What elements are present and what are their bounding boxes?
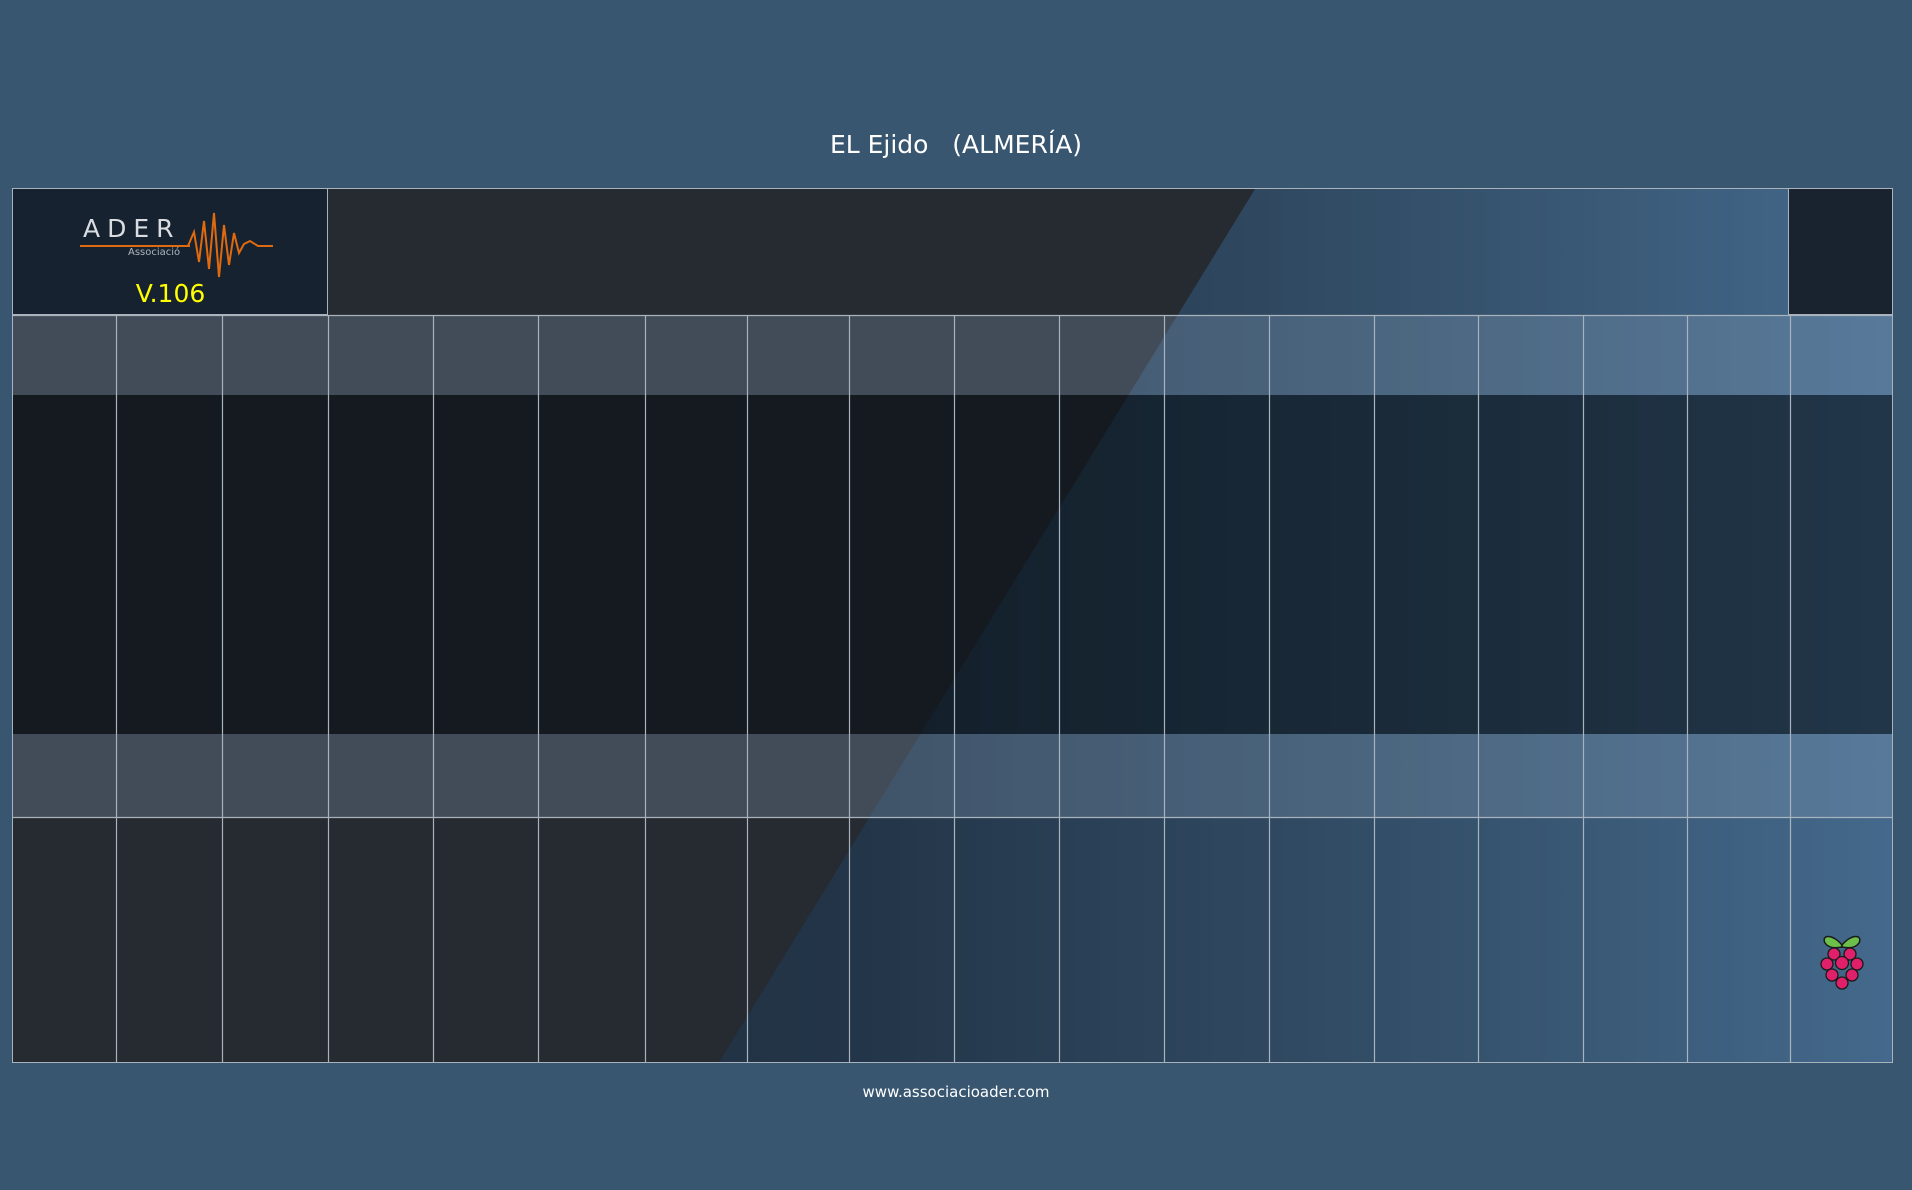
raspberry-pi-icon <box>1820 935 1864 990</box>
ader-logo-icon <box>80 212 273 278</box>
row-band-bottom <box>13 734 1892 817</box>
header-right-cell <box>1788 189 1892 315</box>
footer-link[interactable]: www.associacioader.com <box>862 1083 1050 1101</box>
version-label: V.106 <box>135 279 206 308</box>
dashboard-panel: ADER Associació V.106 <box>12 188 1893 1063</box>
grid-lines <box>13 314 1892 1062</box>
row-band-middle <box>13 395 1892 734</box>
row-band-top <box>13 316 1892 395</box>
page-title: EL Ejido (ALMERÍA) <box>829 130 1083 159</box>
header-logo-cell: ADER Associació V.106 <box>13 189 328 315</box>
logo-wordmark: ADER <box>83 214 181 243</box>
logo-subtitle: Associació <box>128 247 181 258</box>
